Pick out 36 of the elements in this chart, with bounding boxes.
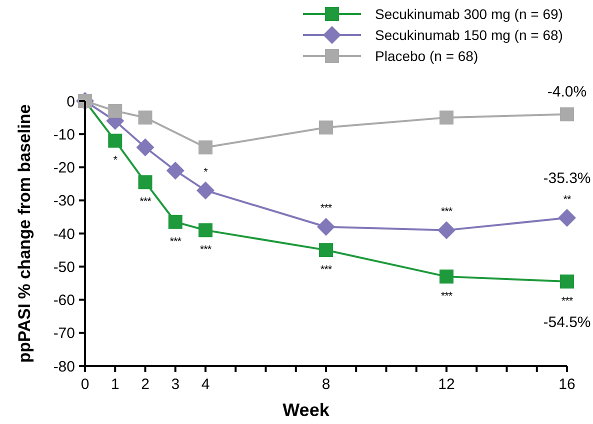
y-tick-label: -70 [53, 325, 75, 342]
annotation: *** [440, 206, 454, 218]
x-axis-title: Week [282, 400, 330, 420]
y-tick-label: -30 [53, 192, 75, 210]
annotation: *** [320, 202, 333, 215]
y-tick-label: -80 [53, 358, 75, 376]
annotation: * [204, 166, 209, 178]
y-tick-label: -60 [53, 292, 75, 309]
y-tick-label: -50 [53, 258, 75, 276]
x-tick-label: 12 [438, 376, 455, 393]
annotation: *** [170, 236, 182, 248]
annotation: -54.5% [543, 314, 591, 331]
annotation: *** [561, 295, 574, 308]
y-tick-label: -10 [53, 126, 75, 144]
annotation: * [113, 154, 118, 167]
x-tick-label: 2 [141, 376, 150, 393]
annotation: *** [440, 290, 454, 302]
x-tick-label: 3 [171, 376, 180, 393]
legend-label: Secukinumab 300 mg (n = 69) [375, 6, 563, 22]
y-tick-label: -40 [53, 226, 75, 243]
x-tick-label: 0 [80, 376, 90, 393]
annotation: *** [200, 244, 212, 256]
x-tick-label: 1 [110, 376, 120, 393]
y-axis-title: ppPASI % change from baseline [15, 104, 34, 363]
x-tick-label: 16 [558, 376, 576, 393]
y-tick-label: -20 [53, 160, 75, 176]
annotation: -35.3% [543, 170, 591, 188]
y-tick-label: 0 [66, 93, 75, 110]
x-tick-label: 4 [201, 376, 210, 393]
annotation: *** [140, 196, 152, 208]
annotation: ** [563, 194, 572, 206]
annotation: *** [320, 264, 333, 276]
annotation: -4.0% [547, 84, 587, 100]
x-tick-label: 8 [322, 376, 330, 393]
legend-label: Secukinumab 150 mg (n = 68) [375, 26, 563, 43]
legend-label: Placebo (n = 68) [375, 48, 478, 64]
